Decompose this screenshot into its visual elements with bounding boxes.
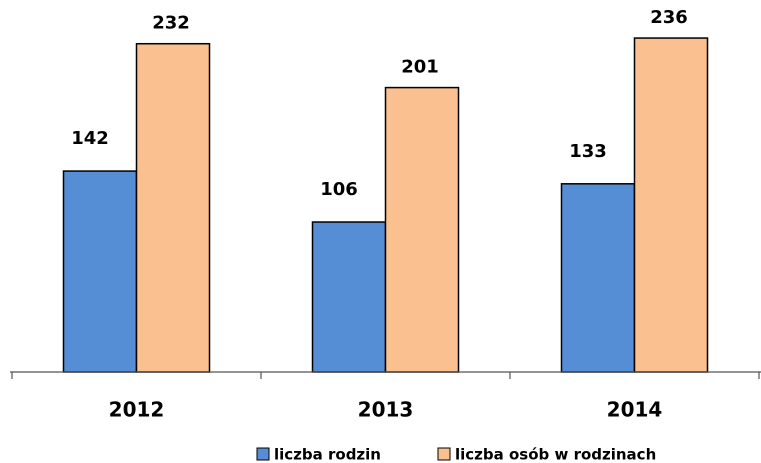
- value-label: 133: [569, 141, 607, 162]
- bar: [62, 170, 138, 373]
- x-tick-label: 2012: [109, 398, 165, 422]
- value-label: 232: [152, 13, 190, 34]
- value-label: 201: [401, 57, 439, 78]
- value-label: 142: [71, 128, 109, 149]
- legend-swatch: [256, 447, 270, 461]
- legend-label: liczba rodzin: [274, 446, 381, 463]
- bar: [135, 42, 211, 373]
- x-tick-label: 2014: [607, 398, 663, 422]
- bar: [384, 86, 460, 373]
- value-label: 106: [320, 179, 358, 200]
- legend-swatch: [437, 447, 451, 461]
- x-tick-label: 2013: [358, 398, 414, 422]
- bar: [560, 183, 636, 373]
- bar: [633, 37, 709, 373]
- value-label: 236: [650, 7, 688, 28]
- bar: [311, 221, 387, 373]
- legend-label: liczba osób w rodzinach: [455, 446, 656, 463]
